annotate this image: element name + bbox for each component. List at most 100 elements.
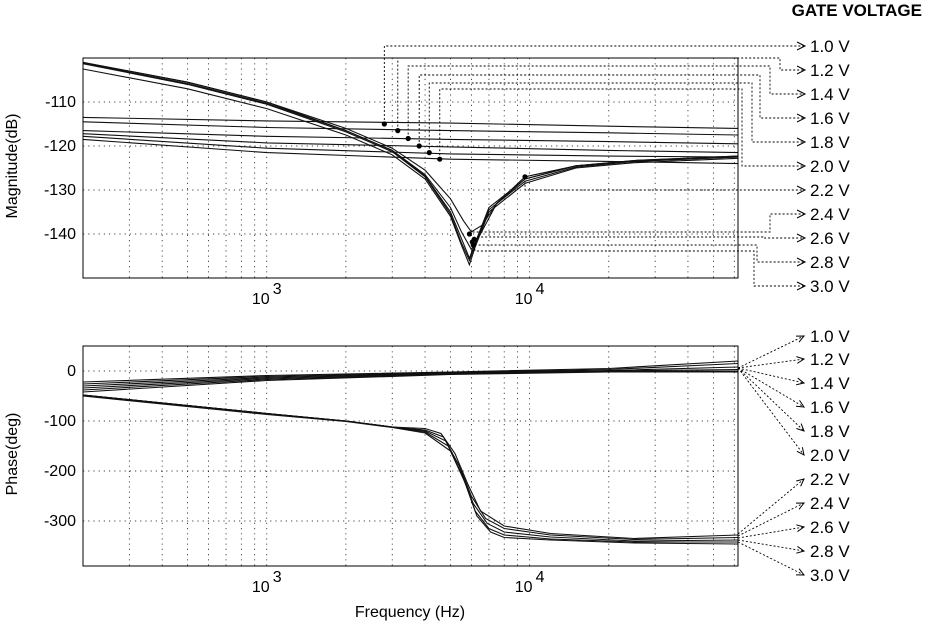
magnitude-voltage-label: 2.6 V [810, 229, 850, 248]
arrow-head-icon [796, 478, 805, 487]
phase-y-axis-label: Phase(deg) [4, 413, 21, 496]
phase-leader-line [737, 367, 805, 408]
magnitude-leader-line [407, 65, 804, 139]
magnitude-series-line [82, 61, 739, 233]
magnitude-series-line [82, 130, 739, 145]
arrow-head-icon [795, 335, 806, 343]
arrow-head-icon [796, 356, 806, 364]
magnitude-voltage-label: 1.6 V [810, 109, 850, 128]
phase-leader-line [737, 541, 805, 576]
phase-voltage-label: 2.4 V [810, 494, 850, 513]
arrow-head-icon [796, 161, 807, 171]
arrow-head-icon [796, 185, 807, 195]
phase-leader-line [737, 539, 805, 552]
phase-leader-line [737, 367, 805, 384]
arrow-head-icon [796, 41, 807, 51]
magnitude-voltage-label: 3.0 V [810, 277, 850, 296]
phase-series-line [82, 394, 739, 540]
magnitude-y-tick-label: -130 [44, 182, 76, 199]
arrow-head-icon [796, 423, 805, 432]
phase-voltage-label: 3.0 V [810, 566, 850, 585]
magnitude-leader-line [524, 176, 804, 191]
magnitude-marker-dot [522, 174, 528, 180]
legend-title: GATE VOLTAGE [792, 1, 922, 20]
arrow-head-icon [795, 568, 806, 576]
magnitude-y-tick-label: -120 [44, 138, 76, 155]
arrow-head-icon [795, 502, 806, 510]
magnitude-voltage-label: 2.0 V [810, 157, 850, 176]
magnitude-series-line [82, 68, 739, 267]
phase-voltage-label: 2.0 V [810, 446, 850, 465]
magnitude-series-line [82, 62, 739, 260]
phase-leader-line [737, 478, 805, 535]
phase-leader-line [737, 358, 805, 369]
magnitude-leader-line [397, 57, 804, 131]
phase-voltage-label: 2.6 V [810, 518, 850, 537]
arrow-head-icon [796, 281, 807, 291]
phase-voltage-label: 2.2 V [810, 470, 850, 489]
phase-voltage-label: 1.6 V [810, 398, 850, 417]
magnitude-series-line [82, 63, 739, 262]
magnitude-y-axis-label: Magnitude(dB) [4, 114, 21, 219]
magnitude-voltage-label: 2.8 V [810, 253, 850, 272]
magnitude-leader-line [439, 88, 804, 167]
magnitude-voltage-label: 2.2 V [810, 181, 850, 200]
magnitude-leader-line [428, 82, 804, 153]
phase-leader-line [737, 502, 805, 537]
phase-voltage-label: 1.0 V [810, 327, 850, 346]
phase-series-line [82, 394, 738, 543]
phase-series-line [82, 395, 739, 545]
phase-x-tick-label: 10 [515, 579, 533, 596]
phase-voltage-label: 1.4 V [810, 374, 850, 393]
phase-voltage-label: 1.8 V [810, 422, 850, 441]
magnitude-x-tick-exponent: 4 [536, 281, 545, 298]
arrow-head-icon [796, 524, 806, 532]
phase-y-tick-label: -100 [44, 413, 76, 430]
arrow-head-icon [796, 137, 807, 147]
magnitude-y-tick-label: -140 [44, 226, 76, 243]
magnitude-x-tick-label: 10 [252, 291, 270, 308]
magnitude-leader-line [472, 244, 804, 287]
magnitude-leader-line [383, 45, 804, 124]
phase-y-tick-label: 0 [67, 363, 76, 380]
phase-voltage-label: 2.8 V [810, 542, 850, 561]
arrow-head-icon [796, 233, 807, 243]
magnitude-series-line [82, 116, 739, 129]
arrow-head-icon [796, 89, 807, 99]
phase-y-tick-label: -300 [44, 513, 76, 530]
arrow-head-icon [796, 377, 806, 386]
arrow-head-icon [796, 113, 807, 123]
magnitude-voltage-labels: 1.0 V 1.2 V 1.4 V 1.6 V 1.8 V 2.0 V 2.2 V 2.4 V… [381, 37, 850, 296]
arrow-head-icon [796, 65, 807, 75]
arrow-head-icon [796, 257, 807, 267]
magnitude-x-tick-label: 10 [515, 291, 533, 308]
phase-leader-line [737, 367, 805, 432]
arrow-head-icon [796, 546, 806, 554]
magnitude-voltage-label: 2.4 V [810, 205, 850, 224]
phase-leader-line [737, 526, 805, 539]
arrow-head-icon [795, 400, 806, 408]
magnitude-voltage-label: 1.0 V [810, 37, 850, 56]
magnitude-leader-line [418, 74, 804, 146]
arrow-head-icon [796, 447, 805, 456]
phase-voltage-label: 1.2 V [810, 350, 850, 369]
magnitude-voltage-label: 1.8 V [810, 133, 850, 152]
magnitude-y-tick-label: -110 [45, 94, 76, 111]
magnitude-leader-line [473, 236, 804, 240]
magnitude-series-line [82, 133, 739, 154]
arrow-head-icon [796, 209, 807, 219]
phase-y-tick-label: -200 [44, 463, 76, 480]
magnitude-leader-line [469, 213, 804, 235]
phase-leader-line [737, 335, 805, 369]
phase-plot-frame [82, 345, 739, 567]
phase-voltage-labels: 1.0 V 1.2 V 1.4 V 1.6 V 1.8 V 2.0 V 2.2 V 2.4 V… [737, 327, 850, 585]
magnitude-x-tick-exponent: 3 [273, 281, 282, 298]
magnitude-voltage-label: 1.2 V [810, 61, 850, 80]
magnitude-voltage-label: 1.4 V [810, 85, 850, 104]
phase-series-line [82, 394, 739, 542]
phase-series-line [82, 371, 738, 393]
phase-x-tick-exponent: 4 [536, 569, 545, 586]
